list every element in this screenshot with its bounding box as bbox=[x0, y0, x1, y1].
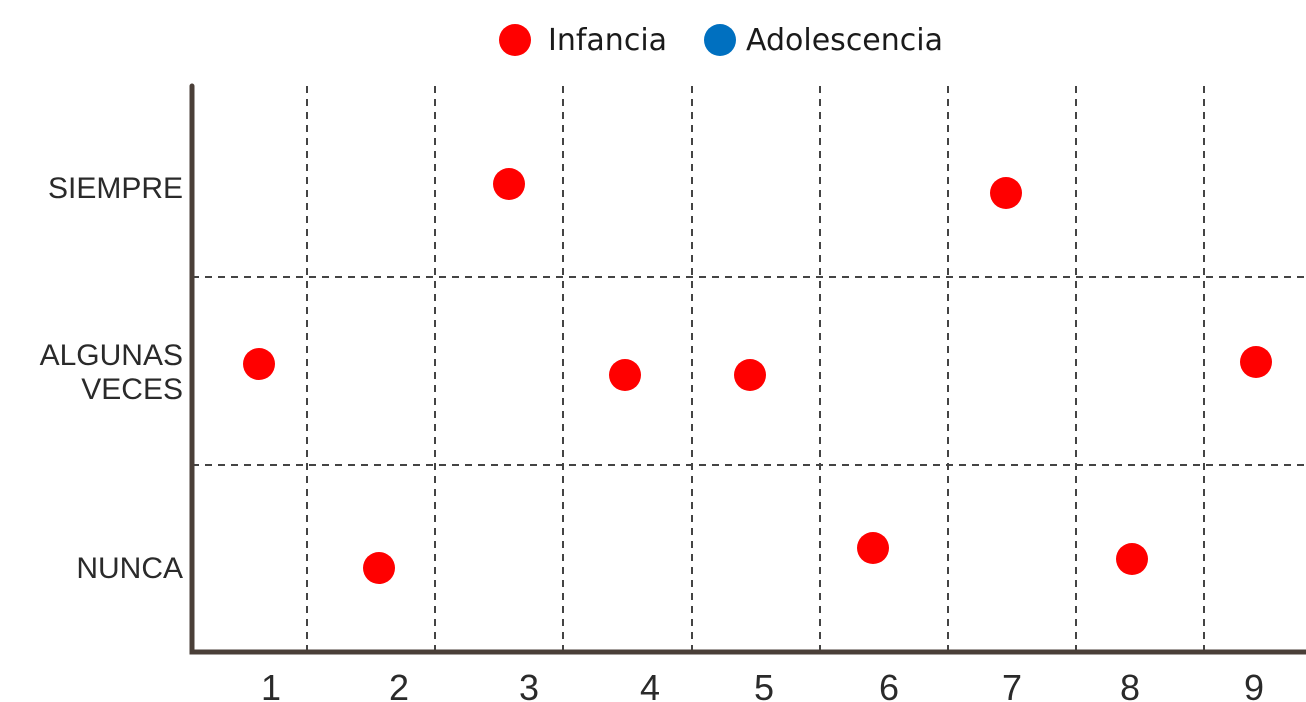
legend-label-adolescencia: Adolescencia bbox=[746, 23, 943, 58]
axis-lines bbox=[189, 83, 1306, 655]
data-point-infancia-6 bbox=[857, 532, 889, 564]
axes bbox=[189, 83, 1306, 655]
x-tick-label-1: 1 bbox=[261, 667, 281, 702]
data-point-infancia-4 bbox=[609, 359, 641, 391]
x-tick-label-9: 9 bbox=[1244, 667, 1264, 702]
data-point-infancia-1 bbox=[243, 348, 275, 380]
x-tick-label-3: 3 bbox=[519, 667, 539, 702]
data-point-infancia-9 bbox=[1240, 346, 1272, 378]
legend-label-infancia: Infancia bbox=[548, 23, 667, 58]
legend-marker-infancia bbox=[499, 24, 531, 56]
legend-marker-adolescencia bbox=[704, 24, 736, 56]
grid-lines bbox=[192, 86, 1306, 652]
y-label-algunas-veces: ALGUNAS VECES bbox=[40, 339, 183, 406]
x-tick-label-5: 5 bbox=[754, 667, 774, 702]
data-points bbox=[243, 168, 1272, 584]
x-tick-label-6: 6 bbox=[879, 667, 899, 702]
data-point-infancia-8 bbox=[1116, 543, 1148, 575]
x-tick-label-7: 7 bbox=[1002, 667, 1022, 702]
data-point-infancia-3 bbox=[493, 168, 525, 200]
y-label-nunca: NUNCA bbox=[76, 552, 183, 585]
y-axis-labels: NUNCA ALGUNAS VECES SIEMPRE bbox=[40, 172, 183, 585]
data-point-infancia-7 bbox=[990, 177, 1022, 209]
x-axis-labels: 1 2 3 4 5 6 7 8 9 bbox=[261, 667, 1264, 702]
data-point-infancia-2 bbox=[363, 552, 395, 584]
data-point-infancia-5 bbox=[734, 359, 766, 391]
x-tick-label-4: 4 bbox=[640, 667, 660, 702]
x-tick-label-2: 2 bbox=[389, 667, 409, 702]
legend: Infancia Adolescencia bbox=[499, 23, 943, 58]
y-label-siempre: SIEMPRE bbox=[48, 172, 183, 205]
x-tick-label-8: 8 bbox=[1120, 667, 1140, 702]
